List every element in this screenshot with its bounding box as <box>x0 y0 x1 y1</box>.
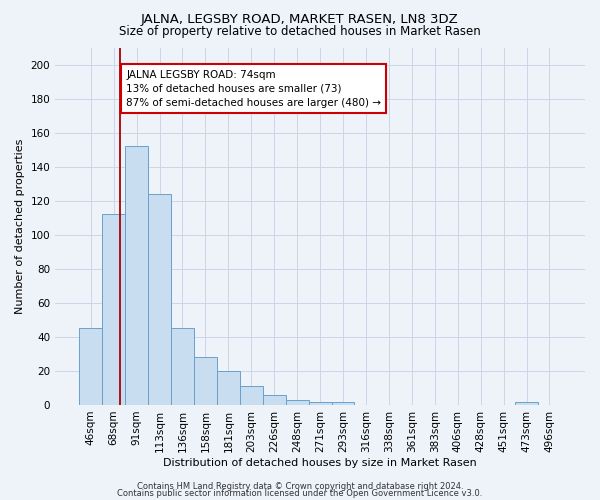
Bar <box>240 386 263 405</box>
Bar <box>194 358 217 405</box>
Text: JALNA LEGSBY ROAD: 74sqm
13% of detached houses are smaller (73)
87% of semi-det: JALNA LEGSBY ROAD: 74sqm 13% of detached… <box>126 70 381 108</box>
Bar <box>102 214 125 405</box>
Bar <box>148 194 171 405</box>
Bar <box>217 371 240 405</box>
Text: Contains public sector information licensed under the Open Government Licence v3: Contains public sector information licen… <box>118 489 482 498</box>
Bar <box>171 328 194 405</box>
X-axis label: Distribution of detached houses by size in Market Rasen: Distribution of detached houses by size … <box>163 458 477 468</box>
Bar <box>79 328 102 405</box>
Bar <box>286 400 308 405</box>
Bar <box>125 146 148 405</box>
Text: Size of property relative to detached houses in Market Rasen: Size of property relative to detached ho… <box>119 25 481 38</box>
Bar <box>263 394 286 405</box>
Bar <box>332 402 355 405</box>
Bar <box>308 402 332 405</box>
Bar <box>515 402 538 405</box>
Y-axis label: Number of detached properties: Number of detached properties <box>15 138 25 314</box>
Text: Contains HM Land Registry data © Crown copyright and database right 2024.: Contains HM Land Registry data © Crown c… <box>137 482 463 491</box>
Text: JALNA, LEGSBY ROAD, MARKET RASEN, LN8 3DZ: JALNA, LEGSBY ROAD, MARKET RASEN, LN8 3D… <box>141 12 459 26</box>
